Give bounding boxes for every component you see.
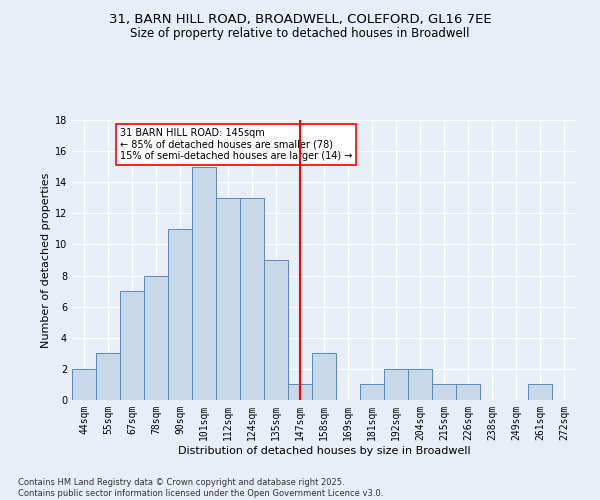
Text: 31 BARN HILL ROAD: 145sqm
← 85% of detached houses are smaller (78)
15% of semi-: 31 BARN HILL ROAD: 145sqm ← 85% of detac… (120, 128, 352, 161)
Bar (312, 354, 336, 400)
Bar (96, 354, 120, 400)
Bar (144, 276, 168, 400)
Bar (240, 198, 264, 400)
Bar (432, 384, 456, 400)
Bar (264, 260, 288, 400)
Bar (384, 369, 408, 400)
Bar (456, 384, 480, 400)
Bar (168, 229, 192, 400)
Bar (120, 291, 144, 400)
Bar (216, 198, 240, 400)
X-axis label: Distribution of detached houses by size in Broadwell: Distribution of detached houses by size … (178, 446, 470, 456)
Text: Size of property relative to detached houses in Broadwell: Size of property relative to detached ho… (130, 28, 470, 40)
Text: 31, BARN HILL ROAD, BROADWELL, COLEFORD, GL16 7EE: 31, BARN HILL ROAD, BROADWELL, COLEFORD,… (109, 12, 491, 26)
Bar (360, 384, 384, 400)
Y-axis label: Number of detached properties: Number of detached properties (41, 172, 50, 348)
Bar (528, 384, 552, 400)
Bar (288, 384, 312, 400)
Text: Contains HM Land Registry data © Crown copyright and database right 2025.
Contai: Contains HM Land Registry data © Crown c… (18, 478, 383, 498)
Bar (192, 166, 216, 400)
Bar (408, 369, 432, 400)
Bar (72, 369, 96, 400)
